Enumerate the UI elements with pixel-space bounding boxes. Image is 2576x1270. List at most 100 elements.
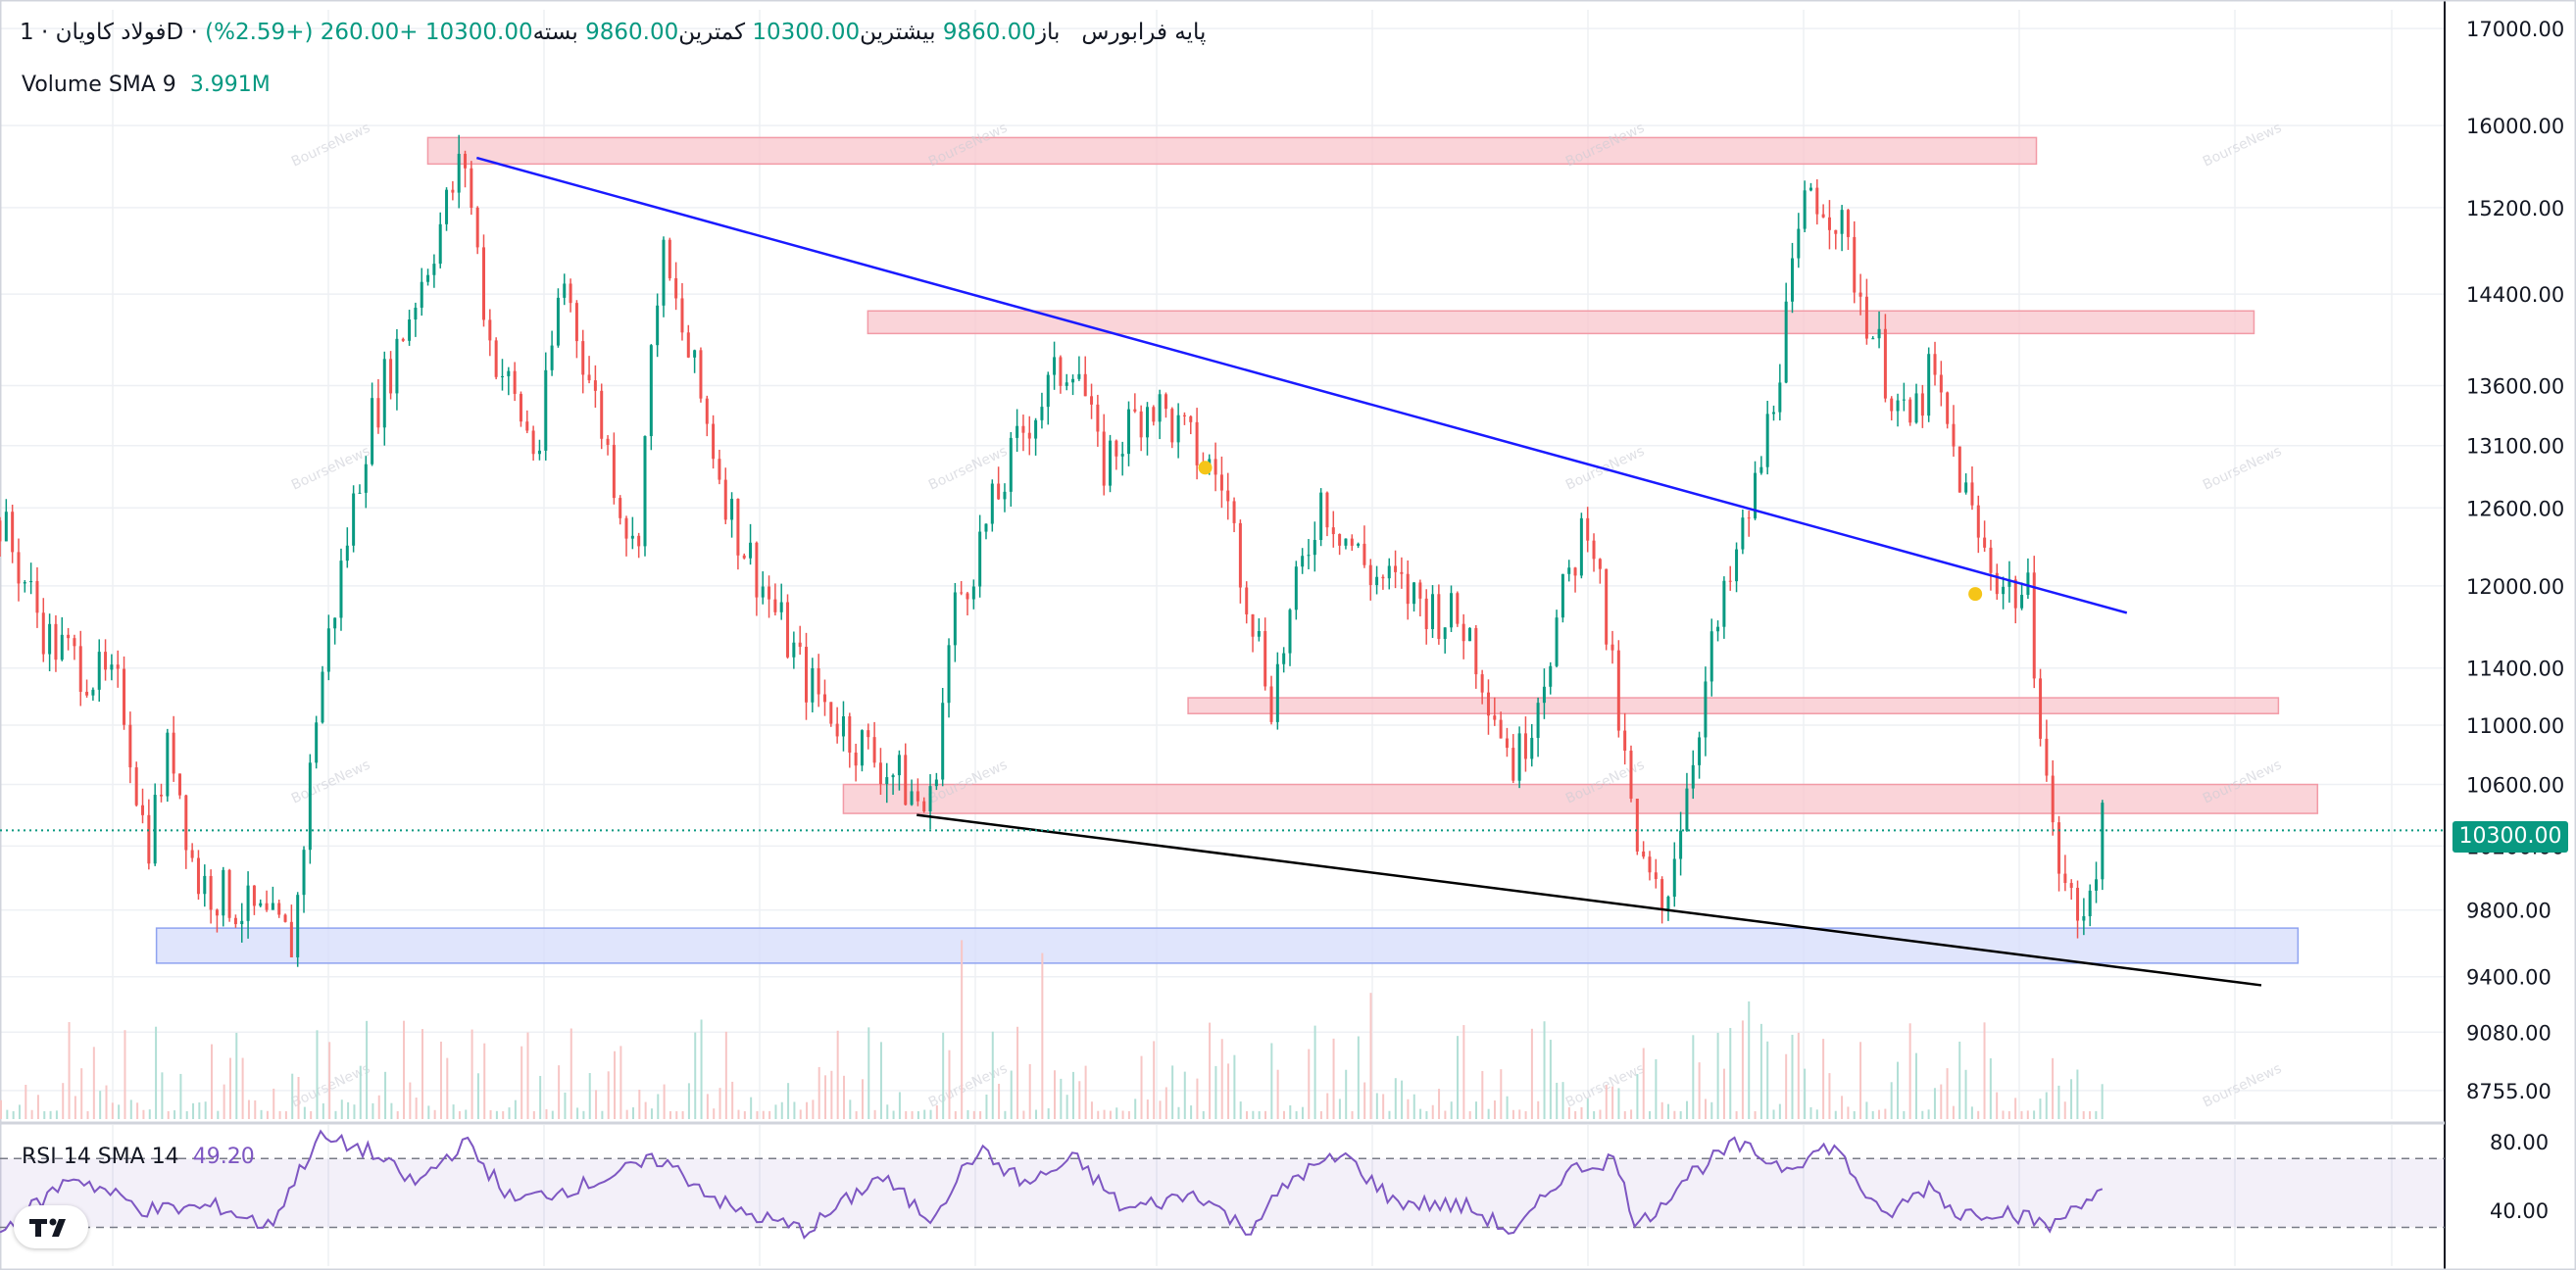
volume-bar [1766,1041,1769,1119]
volume-bar [750,1097,753,1119]
candle-body [1964,482,1968,493]
volume-bar [1549,1040,1552,1119]
candle-body [1115,440,1118,457]
candle-body [48,623,52,655]
volume-bar [1276,1069,1279,1119]
volume-bar [545,1109,548,1119]
volume-bar [217,1110,220,1119]
candle-body [1461,623,1465,642]
candle-body [686,332,690,358]
y-axis-tick-label: 9800.00 [2466,900,2551,923]
rsi-band-fill [0,1158,2445,1228]
volume-bar [111,1102,114,1119]
volume-bar [638,1089,641,1119]
candle-body [1790,258,1794,302]
volume-bar [700,1019,703,1119]
candle-body [643,436,647,547]
volume-bar [768,1110,771,1119]
volume-bar [675,1111,678,1119]
y-axis-tick-label: 17000.00 [2466,18,2564,41]
volume-bar [2014,1098,2017,1119]
candle-body [408,319,412,341]
candle-body [160,795,164,797]
candle-body [147,814,151,864]
volume-bar [129,1099,132,1119]
volume-bar [1071,1071,1074,1119]
volume-indicator-legend[interactable]: Volume SMA 9 3.991M [22,73,271,97]
candle-body [1939,374,1943,393]
candle-body [1083,373,1087,397]
volume-bar [1438,1089,1441,1119]
candle-body [513,370,517,394]
candle-body [271,903,274,910]
volume-bar [266,1110,269,1119]
tradingview-logo[interactable] [14,1205,88,1248]
candle-body [2101,803,2105,880]
candle-body [1654,872,1658,880]
rsi-indicator-legend[interactable]: RSI 14 SMA 14 49.20 [22,1145,255,1169]
volume-indicator-value: 3.991M [189,73,271,97]
volume-bar [316,1030,319,1119]
volume-bar [966,1109,969,1119]
candle-body [1053,357,1057,375]
candle-body [482,247,486,320]
candle-body [2063,873,2067,884]
candle-body [1660,879,1664,909]
volume-bar [1692,1035,1695,1119]
volume-bar [2052,1057,2055,1119]
candle-body [798,642,802,648]
volume-bar [1363,1082,1366,1119]
candle-body [1214,459,1217,475]
candle-body [426,274,430,282]
volume-bar [1388,1110,1391,1119]
volume-bar [2007,1110,2010,1119]
candle-body [395,338,399,394]
volume-bar [1407,1099,1410,1119]
volume-bar [1313,1025,1316,1119]
volume-bar [911,1110,914,1119]
candle-body [1499,719,1503,739]
volume-bar [1623,1110,1626,1119]
volume-bar [1859,1042,1862,1119]
candle-body [1387,565,1391,579]
volume-bar [1933,1088,1936,1119]
volume-bar [247,1099,250,1119]
volume-bar [86,1110,89,1119]
volume-bar [353,1104,356,1119]
volume-bar [1828,1073,1831,1119]
candle-body [612,444,616,499]
volume-bar [1140,1055,1143,1119]
candle-body [153,795,157,864]
volume-bar [1475,1101,1477,1119]
volume-bar [458,1110,461,1119]
volume-bar [985,1094,988,1119]
volume-bar [502,1110,505,1119]
volume-bar [1785,1053,1788,1119]
candle-body [116,664,120,669]
candle-body [1127,409,1131,455]
volume-bar [1332,1038,1335,1119]
open-value: 9860.00 [942,20,1036,45]
volume-bar [415,1098,418,1119]
candle-body [1344,538,1348,546]
volume-bar [1822,1039,1825,1119]
candle-body [1325,492,1329,528]
candle-body [1536,703,1540,738]
volume-bar [99,1091,102,1119]
candle-body [1133,409,1137,412]
candle-body [1933,354,1937,375]
candle-body [829,702,833,724]
candle-body [674,277,678,299]
candle-body [1176,415,1180,443]
candle-body [841,715,845,737]
volume-bar [254,1099,257,1119]
volume-bar [1121,1110,1124,1119]
candle-body [1269,686,1273,722]
volume-bar [471,1029,473,1119]
candle-body [1313,540,1316,556]
volume-bar [1264,1110,1266,1119]
volume-bar [1246,1110,1249,1119]
volume-bar [1574,1110,1577,1119]
